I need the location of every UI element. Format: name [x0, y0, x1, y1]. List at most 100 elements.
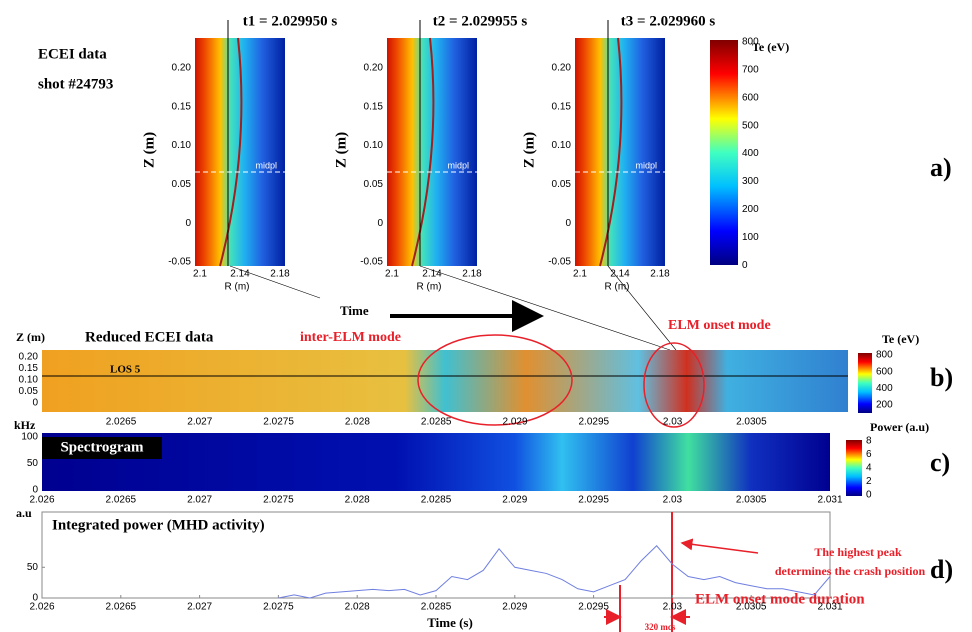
highlight-ellipse	[417, 334, 573, 426]
y-tick-label: 50	[27, 562, 39, 573]
separatrix	[599, 37, 623, 267]
y-tick-label: 0.05	[19, 386, 39, 397]
y-tick-label: 0	[565, 218, 571, 229]
colorbar-tick-label: 400	[742, 148, 759, 159]
y-tick-label: 50	[27, 458, 39, 469]
x-tick-label: 2.0295	[579, 417, 610, 428]
colorbar-tick-label: 600	[742, 92, 759, 103]
colorbar-tick-label: 300	[742, 176, 759, 187]
duration-marker	[604, 512, 759, 632]
colorbar-tick-label: 100	[742, 232, 759, 243]
x-tick-label: 2.026	[29, 495, 54, 506]
annotation: ELM onset mode	[668, 318, 771, 333]
x-tick-label: 2.028	[345, 417, 370, 428]
peak-arrow	[680, 538, 759, 554]
y-axis-label: kHz	[14, 418, 36, 432]
x-tick-label: 2.14	[230, 269, 250, 280]
x-tick-label: 2.0305	[736, 495, 767, 506]
connector	[607, 265, 677, 351]
annotation: inter-ELM mode	[300, 330, 401, 345]
y-tick-label: 0.15	[19, 363, 39, 374]
y-tick-label: 0.20	[172, 63, 192, 74]
colorbar	[710, 40, 738, 265]
x-tick-label: 2.0295	[578, 602, 609, 613]
y-tick-label: -0.05	[548, 257, 571, 268]
x-tick-label: 2.0285	[421, 417, 452, 428]
panel-title: Reduced ECEI data	[85, 329, 214, 345]
panel-label: b)	[930, 363, 953, 392]
y-tick-label: 0.10	[172, 140, 192, 151]
x-tick-label: 2.14	[422, 269, 442, 280]
x-tick-label: 2.027	[187, 495, 212, 506]
connector	[229, 265, 321, 299]
y-tick-label: 0	[32, 398, 38, 409]
x-tick-label: 2.0265	[106, 602, 137, 613]
midplane-label: midpl	[255, 160, 277, 170]
los-label: LOS 5	[110, 364, 141, 376]
x-tick-label: 2.0305	[736, 602, 767, 613]
x-tick-label: 2.0275	[263, 602, 294, 613]
x-tick-label: 2.1	[193, 269, 207, 280]
x-tick-label: 2.03	[663, 417, 683, 428]
y-tick-label: 0.15	[552, 101, 572, 112]
x-tick-label: 2.027	[187, 417, 212, 428]
y-tick-label: 0.10	[19, 375, 39, 386]
annotation: 320 mcs	[645, 622, 676, 632]
annotation: determines the crash position	[775, 564, 926, 578]
annotation: The highest peak	[814, 545, 902, 559]
y-tick-label: 0.05	[552, 179, 572, 190]
panel-title: Spectrogram	[60, 439, 144, 455]
colorbar-tick-label: 800	[742, 37, 759, 48]
x-tick-label: 2.0275	[263, 417, 294, 428]
dataset-label: shot #24793	[38, 76, 113, 92]
y-tick-label: -0.05	[168, 257, 191, 268]
x-tick-label: 2.028	[345, 602, 370, 613]
y-tick-label: 0.05	[172, 179, 192, 190]
title-box	[42, 437, 162, 459]
y-tick-label: 0.20	[19, 352, 39, 363]
x-axis-label: R (m)	[225, 282, 250, 293]
x-tick-label: 2.1	[573, 269, 587, 280]
annotation: ELM onset mode duration	[695, 591, 865, 607]
frame-title: t3 = 2.029960 s	[621, 13, 716, 29]
x-tick-label: 2.18	[462, 269, 482, 280]
x-tick-label: 2.026	[29, 602, 54, 613]
x-tick-label: 2.1	[385, 269, 399, 280]
colorbar-tick-label: 0	[866, 490, 872, 501]
spectrogram-image	[42, 433, 830, 491]
midplane-label: midpl	[635, 160, 657, 170]
y-tick-label: 0.20	[364, 63, 384, 74]
y-tick-label: 0	[377, 218, 383, 229]
frame-images	[195, 20, 738, 351]
y-axis-label: Z (m)	[16, 330, 45, 344]
colorbar-title: Te (eV)	[752, 40, 789, 54]
x-tick-label: 2.027	[187, 602, 212, 613]
colorbar-tick-label: 2	[866, 476, 872, 487]
x-tick-label: 2.031	[817, 602, 842, 613]
y-tick-label: 0	[32, 485, 38, 496]
x-tick-label: 2.0275	[263, 495, 294, 506]
chart-title: Integrated power (MHD activity)	[52, 517, 265, 533]
y-tick-label: 0	[32, 593, 38, 604]
x-tick-label: 2.0265	[106, 417, 137, 428]
colorbar	[858, 353, 872, 413]
dataset-label: ECEI data	[38, 46, 107, 62]
y-axis-label: Z (m)	[141, 132, 157, 168]
x-tick-label: 2.0285	[421, 602, 452, 613]
x-tick-label: 2.0265	[106, 495, 137, 506]
panel-c-image	[42, 433, 862, 496]
x-tick-label: 2.0295	[578, 495, 609, 506]
y-tick-label: 0.15	[172, 101, 192, 112]
x-tick-label: 2.031	[817, 495, 842, 506]
connector	[419, 265, 671, 351]
highlight-ellipse	[643, 342, 705, 428]
x-tick-label: 2.029	[502, 495, 527, 506]
x-tick-label: 2.0305	[736, 417, 767, 428]
colorbar-tick-label: 8	[866, 436, 872, 447]
x-axis-label: R (m)	[417, 282, 442, 293]
x-tick-label: 2.03	[663, 602, 683, 613]
panel-label: c)	[930, 448, 950, 477]
colorbar-tick-label: 700	[742, 65, 759, 76]
colorbar-title: Power (a.u)	[870, 420, 929, 434]
x-tick-label: 2.029	[502, 602, 527, 613]
